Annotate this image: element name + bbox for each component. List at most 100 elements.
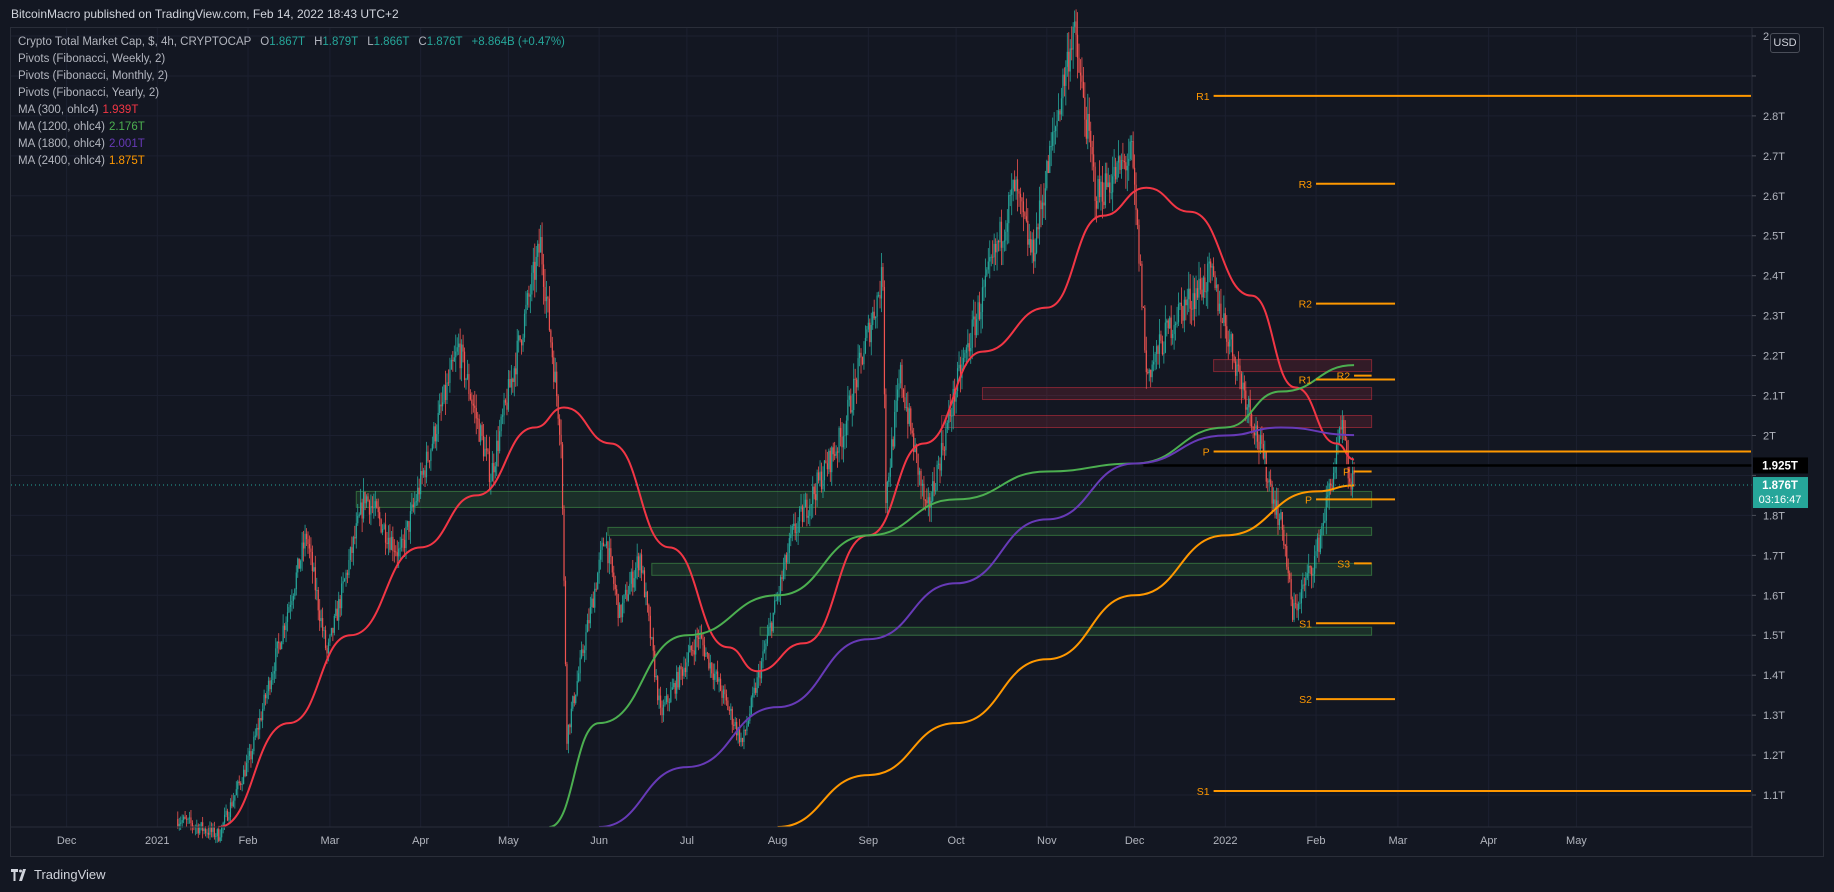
candle-body [431,443,433,450]
candle-body [684,667,687,673]
candle-body [997,241,1000,243]
candle-body [1097,179,1099,209]
candle-body [535,256,537,280]
candle-body [1008,195,1010,224]
pivot-label: R1 [1299,375,1313,387]
candle-body [586,620,589,633]
candle-body [1072,26,1074,50]
candle-body [1240,373,1243,390]
candle-body [1028,239,1030,245]
candle-body [300,560,302,569]
indicator-row[interactable]: Pivots (Fibonacci, Monthly, 2) [18,68,565,85]
candle-body [241,784,243,785]
candle-body [616,589,618,595]
candle-body [207,832,210,835]
candle-body [243,769,245,785]
candle-body [238,781,240,784]
candle-body [412,504,414,508]
candle-body [839,427,842,437]
candle-body [695,635,697,655]
candle-body [1277,500,1279,526]
level-badge-label: 1.925T [1762,460,1798,472]
candle-body [964,352,966,358]
price-tick-label: 2.4T [1763,271,1785,283]
candle-body [1158,334,1161,354]
candle-body [512,378,514,382]
candle-body [1136,209,1139,225]
candle-body [499,431,501,451]
candle-body [904,397,906,409]
candle-body [705,652,707,657]
candle-body [823,460,826,481]
candle-body [1227,341,1229,347]
legend-symbol-row[interactable]: Crypto Total Market Cap, $, 4h, CRYPTOCA… [18,34,565,51]
candle-body [526,293,529,305]
candle-body [875,316,877,319]
candle-body [1195,288,1197,310]
candle-body [1117,156,1120,163]
candle-body [670,689,672,703]
ohlc-low: L1.866T [367,36,410,48]
indicator-row[interactable]: MA (1200, ohlc4) 2.176T [18,119,565,136]
pivot-label: R1 [1196,91,1210,103]
candle-body [1253,432,1256,436]
currency-button[interactable]: USD [1770,33,1800,53]
candle-body [1325,496,1327,521]
candle-body [367,496,369,501]
candle-body [393,550,395,552]
candle-body [225,810,227,815]
candle-body [999,221,1001,243]
candle-body [756,677,758,693]
candle-body [490,481,492,483]
candle-body [377,507,379,513]
candle-body [348,559,350,576]
time-tick-label: Feb [1307,835,1326,847]
candle-body [219,837,221,841]
candle-body [601,542,603,550]
time-axis[interactable]: Dec 2021 Feb Mar Apr May Jun Jul Aug Sep Oct Nov Dec… [11,826,1752,847]
candle-body [1289,573,1291,580]
candle-body [319,610,321,622]
candle-body [1024,212,1026,217]
candle-body [665,695,668,703]
time-tick-label: Dec [57,835,77,847]
candle-body [482,435,485,457]
candle-body [894,411,896,447]
tradingview-brand[interactable]: TradingView [11,867,106,882]
candle-body [981,287,984,313]
candle-body [578,673,580,682]
candle-body [831,447,833,473]
candle-body [501,415,504,417]
candle-body [494,466,496,473]
candle-body [863,353,865,365]
indicator-name: MA (1800, ohlc4) [18,138,105,150]
candle-body [763,649,766,652]
indicator-row[interactable]: MA (300, ohlc4) 1.939T [18,102,565,119]
candle-body [507,378,510,410]
indicator-row[interactable]: MA (2400, ohlc4) 1.875T [18,153,565,170]
candle-body [560,434,562,445]
candle-body [715,671,717,674]
candle-body [1292,599,1294,620]
candle-body [382,529,384,533]
time-tick-label: Apr [412,835,429,847]
candle-body [1016,179,1019,192]
candle-body [1226,326,1228,342]
candle-body [210,826,213,832]
candle-body [987,261,989,270]
indicator-row[interactable]: Pivots (Fibonacci, Yearly, 2) [18,85,565,102]
candle-body [475,407,477,419]
indicator-row[interactable]: MA (1800, ohlc4) 2.001T [18,136,565,153]
candle-body [800,506,802,510]
candle-body [892,439,894,447]
candle-body [244,769,246,776]
candle-body [793,523,795,527]
candle-body [658,695,660,701]
price-tick-label: 1.8T [1763,510,1785,522]
candle-body [935,490,937,492]
indicator-row[interactable]: Pivots (Fibonacci, Weekly, 2) [18,51,565,68]
time-tick-label: Oct [948,835,965,847]
price-axis[interactable]: 1.1T 1.2T 1.3T 1.4T 1.5T 1.6T 1.7T 1.8T 2T 2.1T 2.… [1751,28,1785,856]
candle-body [750,697,752,714]
